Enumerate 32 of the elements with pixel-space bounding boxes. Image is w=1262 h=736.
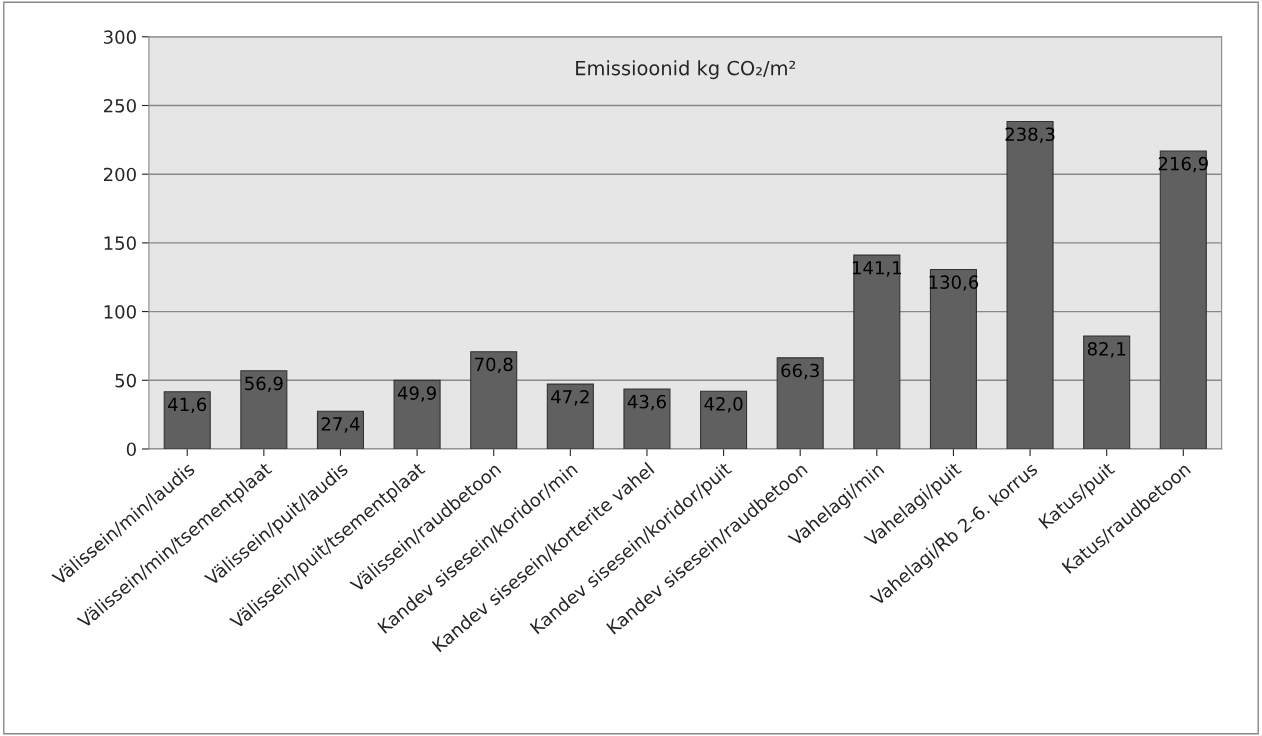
data-label: 70,8 [475,357,513,373]
data-label: 49,9 [397,386,436,402]
data-label: 47,2 [551,389,589,406]
data-label: 41,6 [168,397,207,414]
y-tick-label: 300 [104,30,136,44]
data-label: 82,1 [1087,341,1126,358]
y-tick-label: 50 [115,373,136,388]
bar [700,390,748,449]
bar [929,268,977,449]
y-tick-label: 150 [104,236,136,250]
text: Emissioonid kg CO₂/m² [576,60,796,80]
bar [1083,335,1131,449]
data-label: 27,4 [321,417,360,433]
data-label: 42,0 [704,397,743,413]
bar [623,388,671,449]
bar [853,254,901,449]
y-tick-label: 250 [103,98,136,113]
data-label: 66,3 [781,363,819,380]
y-tick-label: 100 [104,305,136,319]
y-tick-label: 200 [103,167,136,182]
bar [163,391,211,449]
y-tick-label: 0 [126,442,136,457]
bar [776,357,824,449]
bar [470,351,518,449]
bar [1006,121,1054,449]
bar [316,410,365,449]
data-label: 56,9 [245,376,283,393]
data-label: 43,6 [627,394,666,411]
bar [1159,150,1207,449]
bar [240,370,288,449]
bar [546,383,594,449]
bar [393,379,441,449]
